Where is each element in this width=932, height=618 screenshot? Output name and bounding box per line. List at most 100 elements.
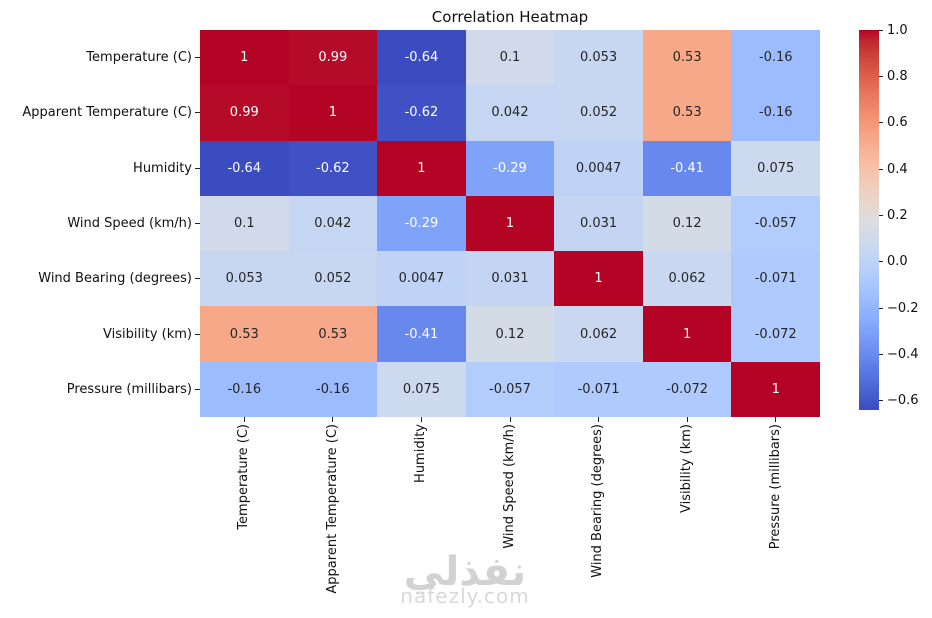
x-tick-mark (686, 417, 688, 422)
colorbar-tick-label: 0.2 (887, 207, 908, 223)
x-axis-label: Wind Bearing (degrees) (590, 424, 606, 578)
colorbar-tick-mark (879, 307, 883, 309)
colorbar-tick-label: 0.8 (887, 68, 908, 84)
heatmap-cell-r5c1: 0.53 (288, 306, 378, 362)
chart-title: Correlation Heatmap (431, 8, 589, 26)
x-axis-label-cell: Apparent Temperature (C) (289, 424, 378, 614)
colorbar-tick-mark (879, 214, 883, 216)
colorbar-tick-label: 0.0 (887, 254, 908, 270)
x-axis-label: Apparent Temperature (C) (324, 424, 340, 594)
heatmap-cell-r5c0: 0.53 (200, 306, 289, 362)
x-tick-mark (332, 417, 334, 422)
heatmap-cell-r5c2: -0.41 (377, 306, 466, 362)
colorbar-tick-mark (879, 353, 883, 355)
heatmap-cell-r3c1: 0.042 (288, 195, 378, 252)
watermark-logo: نفذلي (403, 549, 527, 595)
heatmap-cell-r4c6: -0.071 (731, 251, 820, 307)
colorbar (859, 30, 879, 410)
x-tick-mark (243, 417, 245, 422)
colorbar-tick-label: 0.4 (887, 161, 908, 177)
y-axis-ticks (195, 30, 200, 417)
heatmap-cell-r2c4: 0.0047 (554, 140, 643, 196)
heatmap-cell-r4c5: 0.062 (642, 251, 732, 307)
y-tick-mark (195, 388, 200, 390)
heatmap-cell-r2c1: -0.62 (288, 140, 378, 196)
colorbar-tick-label: −0.6 (887, 393, 919, 409)
y-axis-label: Temperature (C) (86, 50, 192, 66)
x-axis-label-cell: Wind Bearing (degrees) (554, 424, 643, 614)
x-tick-mark (420, 417, 422, 422)
x-axis-label: Visibility (km) (678, 424, 694, 513)
y-axis-label: Pressure (millibars) (66, 381, 192, 397)
heatmap-cell-r6c5: -0.072 (642, 361, 732, 417)
watermark-site-text: nafezly.com (400, 584, 530, 608)
x-axis-label-cell: Visibility (km) (643, 424, 732, 614)
y-axis-label: Apparent Temperature (C) (22, 105, 192, 121)
heatmap-cell-r5c6: -0.072 (731, 306, 820, 362)
heatmap-cell-r5c4: 0.062 (554, 306, 643, 362)
heatmap-cell-r0c6: -0.16 (731, 30, 820, 86)
y-tick-mark (195, 333, 200, 335)
heatmap-cell-r1c4: 0.052 (554, 85, 643, 141)
heatmap-cell-r4c0: 0.053 (200, 251, 289, 307)
x-tick-mark (509, 417, 511, 422)
y-tick-mark (195, 57, 200, 59)
colorbar-tick-mark (879, 168, 883, 170)
colorbar-tick-label: −0.4 (887, 346, 919, 362)
heatmap-cell-r6c4: -0.071 (554, 361, 643, 417)
heatmap-cell-r1c5: 0.53 (642, 85, 732, 141)
heatmap-cell-r3c5: 0.12 (642, 195, 732, 252)
heatmap-cell-r4c1: 0.052 (288, 251, 378, 307)
heatmap-cell-r0c4: 0.053 (554, 30, 643, 86)
heatmap-cell-r0c3: 0.1 (465, 30, 555, 86)
heatmap-cell-r6c6: 1 (731, 361, 820, 417)
heatmap-cell-r6c0: -0.16 (200, 361, 289, 417)
heatmap-cell-r0c2: -0.64 (377, 30, 466, 86)
colorbar-tick-mark (879, 261, 883, 263)
x-axis-label-cell: Temperature (C) (200, 424, 289, 614)
x-tick-mark (598, 417, 600, 422)
y-axis-label: Humidity (133, 160, 192, 176)
y-tick-mark (195, 112, 200, 114)
colorbar-tick-label: −0.2 (887, 300, 919, 316)
heatmap-cell-r2c2: 1 (377, 140, 466, 196)
heatmap-cell-r1c0: 0.99 (200, 85, 289, 141)
heatmap-cell-r6c2: 0.075 (377, 361, 466, 417)
y-axis-label: Visibility (km) (103, 326, 192, 342)
x-axis-ticks (200, 417, 820, 422)
colorbar-tick-labels: 1.0 0.8 0.6 0.4 0.2 0.0 −0.2 −0.4 −0.6 (887, 24, 932, 410)
heatmap-cell-r2c0: -0.64 (200, 140, 289, 196)
colorbar-tick-mark (879, 29, 883, 31)
colorbar-ticks (879, 29, 883, 410)
colorbar-tick-label: 0.6 (887, 115, 908, 131)
heatmap-cell-r4c4: 1 (554, 251, 643, 307)
colorbar-tick-mark (879, 400, 883, 402)
heatmap-cell-r0c1: 0.99 (288, 30, 378, 86)
x-axis-label: Humidity (413, 424, 429, 483)
heatmap-cell-r3c2: -0.29 (377, 195, 466, 252)
heatmap-cell-r1c2: -0.62 (377, 85, 466, 141)
y-axis-labels: Temperature (C) Apparent Temperature (C) H… (0, 30, 192, 417)
y-tick-mark (195, 278, 200, 280)
heatmap-cell-r4c3: 0.031 (465, 251, 555, 307)
y-tick-mark (195, 223, 200, 224)
colorbar-tick-mark (879, 122, 883, 124)
colorbar-tick-label: 1.0 (887, 22, 908, 38)
y-tick-mark (195, 167, 200, 169)
heatmap-cell-r1c3: 0.042 (465, 85, 555, 141)
x-axis-label-cell: Pressure (millibars) (731, 424, 820, 614)
heatmap-cell-r3c4: 0.031 (554, 195, 643, 252)
heatmap-cell-r3c3: 1 (465, 195, 555, 252)
heatmap-cell-r6c3: -0.057 (465, 361, 555, 417)
heatmap-cell-r5c5: 1 (642, 306, 732, 362)
heatmap-cell-r1c6: -0.16 (731, 85, 820, 141)
heatmap-cell-r6c1: -0.16 (288, 361, 378, 417)
x-tick-mark (775, 417, 777, 422)
watermark: نفذلي nafezly.com (385, 550, 545, 608)
y-axis-label: Wind Bearing (degrees) (38, 271, 192, 287)
heatmap-cell-r4c2: 0.0047 (377, 251, 466, 307)
x-axis-label: Temperature (C) (236, 424, 252, 530)
x-axis-label: Wind Speed (km/h) (501, 424, 517, 549)
heatmap-cell-r0c0: 1 (200, 30, 289, 86)
heatmap-cell-r0c5: 0.53 (642, 30, 732, 86)
